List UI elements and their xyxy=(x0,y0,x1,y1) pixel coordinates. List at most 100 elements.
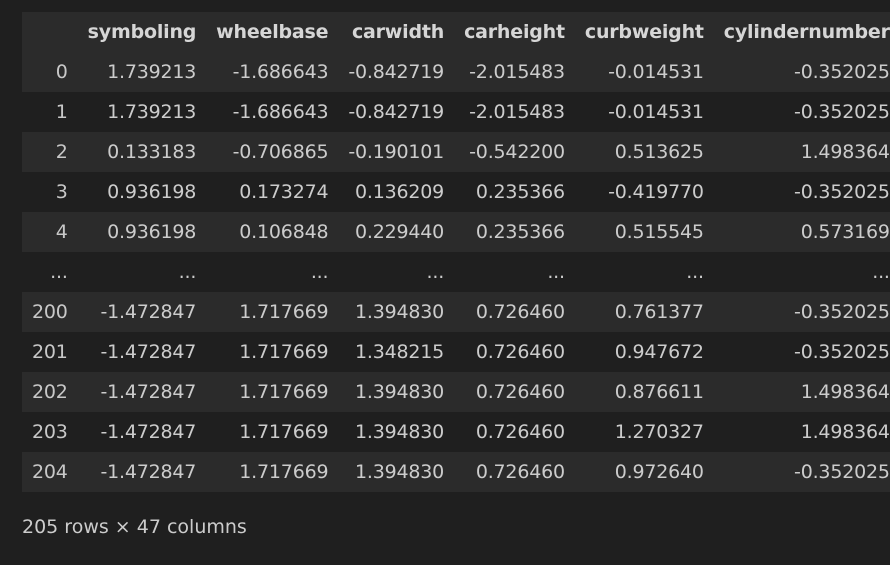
table-cell: 0.947672 xyxy=(574,332,714,372)
table-body: 0 1.739213 -1.686643 -0.842719 -2.015483… xyxy=(22,52,890,492)
table-cell: 1.717669 xyxy=(206,452,339,492)
table-row: 200 -1.472847 1.717669 1.394830 0.726460… xyxy=(22,292,890,332)
row-index: 1 xyxy=(22,92,78,132)
dataframe-table: symboling wheelbase carwidth carheight c… xyxy=(22,12,890,492)
row-index: 201 xyxy=(22,332,78,372)
table-cell: 1.717669 xyxy=(206,332,339,372)
table-cell: 1.717669 xyxy=(206,372,339,412)
dataframe-shape-summary: 205 rows × 47 columns xyxy=(22,516,247,538)
table-cell: 0.761377 xyxy=(574,292,714,332)
table-row: 2 0.133183 -0.706865 -0.190101 -0.542200… xyxy=(22,132,890,172)
table-row: 4 0.936198 0.106848 0.229440 0.235366 0.… xyxy=(22,212,890,252)
table-cell: ... xyxy=(338,252,455,292)
table-cell: 1.270327 xyxy=(574,412,714,452)
table-cell: ... xyxy=(713,252,890,292)
table-cell: -1.686643 xyxy=(206,52,339,92)
table-cell: 0.173274 xyxy=(206,172,339,212)
table-cell: 1.717669 xyxy=(206,292,339,332)
table-cell: 1.498364 xyxy=(713,372,890,412)
table-cell: 1.739213 xyxy=(77,92,207,132)
row-index: 3 xyxy=(22,172,78,212)
table-cell: -0.842719 xyxy=(338,52,455,92)
index-column-header xyxy=(22,12,78,52)
table-cell: 0.726460 xyxy=(454,372,575,412)
table-cell: -0.352025 xyxy=(713,172,890,212)
table-cell: ... xyxy=(77,252,207,292)
table-cell: 1.394830 xyxy=(338,412,455,452)
table-cell: -1.472847 xyxy=(77,452,207,492)
table-cell: 1.498364 xyxy=(713,412,890,452)
table-cell: ... xyxy=(574,252,714,292)
table-cell: 0.235366 xyxy=(454,212,575,252)
table-cell: 1.394830 xyxy=(338,452,455,492)
table-cell: 0.936198 xyxy=(77,212,207,252)
table-cell: 0.972640 xyxy=(574,452,714,492)
table-cell: -0.014531 xyxy=(574,92,714,132)
table-cell: -1.472847 xyxy=(77,372,207,412)
table-cell: -2.015483 xyxy=(454,52,575,92)
row-index: ... xyxy=(22,252,78,292)
table-cell: ... xyxy=(206,252,339,292)
table-cell: 1.394830 xyxy=(338,292,455,332)
table-row: 0 1.739213 -1.686643 -0.842719 -2.015483… xyxy=(22,52,890,92)
table-cell: -1.472847 xyxy=(77,332,207,372)
table-cell: -0.419770 xyxy=(574,172,714,212)
table-cell: -0.842719 xyxy=(338,92,455,132)
table-cell: 0.235366 xyxy=(454,172,575,212)
row-index: 0 xyxy=(22,52,78,92)
row-index: 4 xyxy=(22,212,78,252)
table-row: 203 -1.472847 1.717669 1.394830 0.726460… xyxy=(22,412,890,452)
table-cell: -1.686643 xyxy=(206,92,339,132)
table-cell: -0.352025 xyxy=(713,92,890,132)
table-cell: -0.190101 xyxy=(338,132,455,172)
table-cell: -1.472847 xyxy=(77,292,207,332)
table-row: 3 0.936198 0.173274 0.136209 0.235366 -0… xyxy=(22,172,890,212)
table-cell: -0.542200 xyxy=(454,132,575,172)
column-header: carwidth xyxy=(338,12,455,52)
row-index: 200 xyxy=(22,292,78,332)
table-cell: 0.515545 xyxy=(574,212,714,252)
ellipsis-row: ... ... ... ... ... ... ... xyxy=(22,252,890,292)
table-cell: 0.726460 xyxy=(454,452,575,492)
table-cell: -0.352025 xyxy=(713,332,890,372)
column-header: symboling xyxy=(77,12,207,52)
table-cell: -0.706865 xyxy=(206,132,339,172)
table-cell: 0.136209 xyxy=(338,172,455,212)
table-cell: ... xyxy=(454,252,575,292)
column-header: wheelbase xyxy=(206,12,339,52)
table-header: symboling wheelbase carwidth carheight c… xyxy=(22,12,890,52)
table-cell: 0.726460 xyxy=(454,332,575,372)
table-row: 1 1.739213 -1.686643 -0.842719 -2.015483… xyxy=(22,92,890,132)
table-cell: -0.352025 xyxy=(713,452,890,492)
table-cell: -0.014531 xyxy=(574,52,714,92)
table-cell: 0.229440 xyxy=(338,212,455,252)
table-cell: 1.739213 xyxy=(77,52,207,92)
column-header: carheight xyxy=(454,12,575,52)
table-cell: 0.573169 xyxy=(713,212,890,252)
table-cell: 0.726460 xyxy=(454,412,575,452)
table-row: 204 -1.472847 1.717669 1.394830 0.726460… xyxy=(22,452,890,492)
row-index: 204 xyxy=(22,452,78,492)
column-header: curbweight xyxy=(574,12,714,52)
table-cell: -0.352025 xyxy=(713,292,890,332)
row-index: 203 xyxy=(22,412,78,452)
row-index: 202 xyxy=(22,372,78,412)
header-row: symboling wheelbase carwidth carheight c… xyxy=(22,12,890,52)
table-cell: 0.876611 xyxy=(574,372,714,412)
table-cell: 1.498364 xyxy=(713,132,890,172)
dataframe-output: symboling wheelbase carwidth carheight c… xyxy=(22,12,890,492)
table-row: 201 -1.472847 1.717669 1.348215 0.726460… xyxy=(22,332,890,372)
table-cell: -1.472847 xyxy=(77,412,207,452)
table-cell: 1.394830 xyxy=(338,372,455,412)
table-row: 202 -1.472847 1.717669 1.394830 0.726460… xyxy=(22,372,890,412)
table-cell: -2.015483 xyxy=(454,92,575,132)
table-cell: 0.106848 xyxy=(206,212,339,252)
table-cell: 0.133183 xyxy=(77,132,207,172)
table-cell: 0.513625 xyxy=(574,132,714,172)
row-index: 2 xyxy=(22,132,78,172)
table-cell: 0.936198 xyxy=(77,172,207,212)
table-cell: -0.352025 xyxy=(713,52,890,92)
table-cell: 1.717669 xyxy=(206,412,339,452)
table-cell: 1.348215 xyxy=(338,332,455,372)
column-header: cylindernumber xyxy=(713,12,890,52)
